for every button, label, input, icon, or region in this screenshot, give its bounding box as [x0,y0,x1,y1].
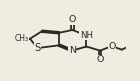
Text: CH₃: CH₃ [15,34,29,43]
Text: N: N [69,46,76,55]
Text: S: S [34,43,41,53]
Text: O: O [108,42,116,51]
Text: O: O [69,15,76,24]
Text: O: O [96,55,104,64]
Text: NH: NH [80,31,93,40]
